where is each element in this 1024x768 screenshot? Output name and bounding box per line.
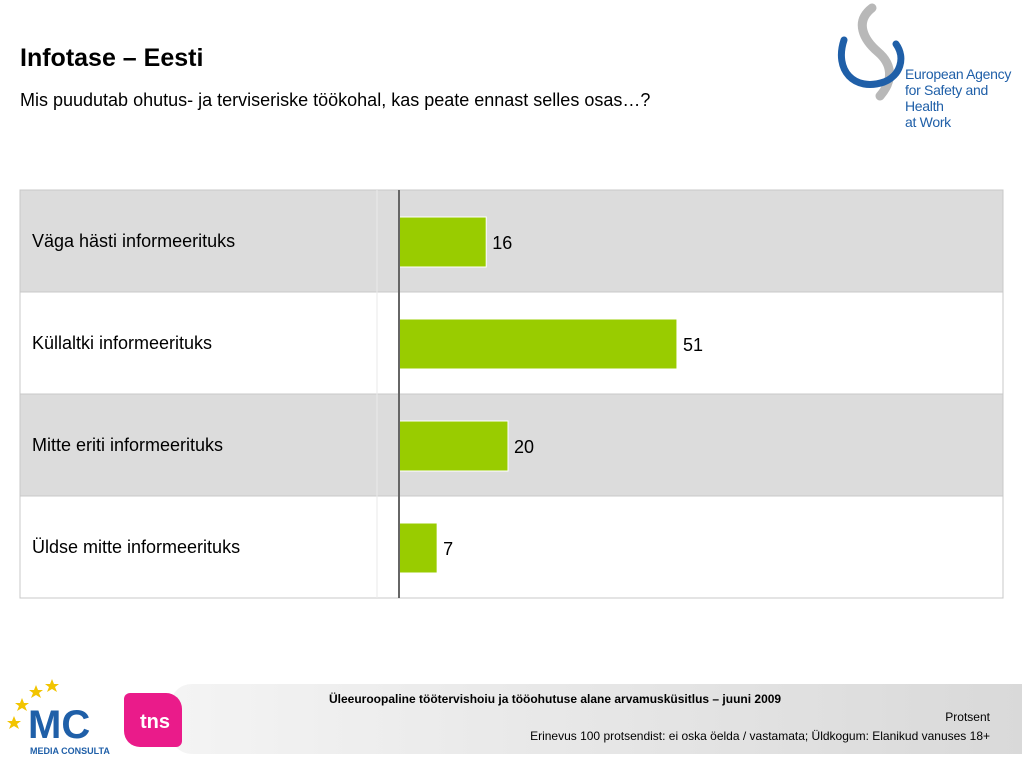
data-label: 7 — [443, 539, 453, 559]
agency-name-line1: European Agency — [905, 66, 1012, 82]
chart-row-bg — [19, 189, 1004, 293]
footer-band — [170, 684, 1022, 754]
bar — [398, 216, 487, 268]
page-subtitle: Mis puudutab ohutus- ja terviseriske töö… — [20, 90, 651, 110]
page-title: Infotase – Eesti — [20, 44, 204, 72]
tns-logo — [124, 693, 182, 747]
footer-unit: Protsent — [945, 710, 990, 724]
data-label: 16 — [492, 233, 512, 253]
data-label: 20 — [514, 437, 534, 457]
footer-note: Erinevus 100 protsendist: ei oska öelda … — [530, 729, 990, 743]
data-label: 51 — [683, 335, 703, 355]
eu-stars-icon — [7, 679, 59, 729]
category-label: Küllaltki informeerituks — [32, 333, 212, 353]
agency-name: European Agency for Safety and Health at… — [905, 66, 1024, 130]
category-label: Üldse mitte informeerituks — [32, 537, 240, 557]
agency-name-line2: for Safety and Health — [905, 82, 988, 114]
footer-title: Üleeuroopaline töötervishoiu ja tööohutu… — [329, 692, 782, 706]
category-label: Mitte eriti informeerituks — [32, 435, 223, 455]
agency-ribbon-logo — [837, 3, 905, 101]
media-consulta-logo: MC MEDIA CONSULTA — [7, 679, 110, 756]
category-label: Väga hästi informeerituks — [32, 231, 235, 251]
agency-name-line3: at Work — [905, 114, 951, 130]
mc-letters: MC — [28, 703, 90, 747]
tns-logo-text: tns — [140, 711, 170, 733]
bar — [398, 420, 509, 472]
bar — [398, 318, 678, 370]
bar — [398, 522, 438, 574]
mc-name: MEDIA CONSULTA — [30, 746, 110, 756]
chart-row-bg — [19, 495, 1004, 599]
